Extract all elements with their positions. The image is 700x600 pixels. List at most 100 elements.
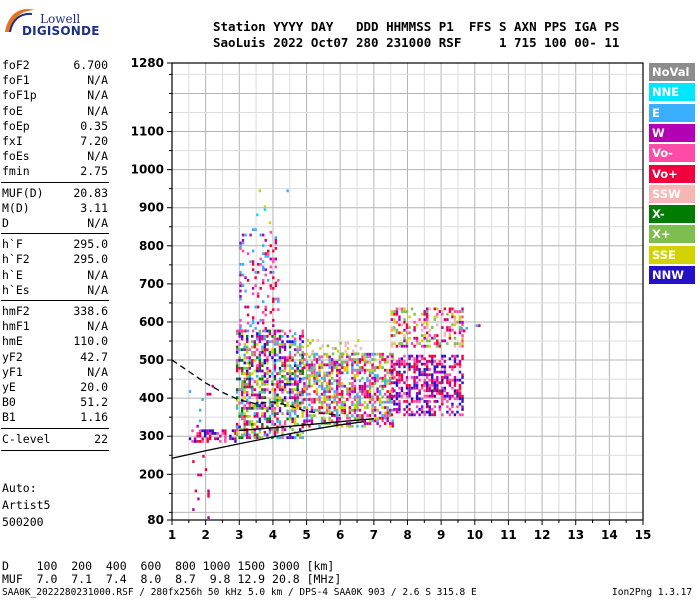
echo-point (348, 390, 352, 393)
echo-point (381, 384, 384, 388)
echo-point (238, 388, 241, 392)
echo-point (423, 318, 426, 321)
echo-point (346, 347, 350, 350)
echo-point (441, 339, 444, 343)
echo-point (276, 380, 279, 384)
echo-point (239, 281, 242, 285)
echo-point (239, 284, 242, 288)
echo-point (273, 422, 277, 426)
echo-point (293, 422, 297, 426)
echo-point (395, 362, 399, 366)
echo-point (276, 385, 279, 389)
echo-point (301, 393, 304, 397)
echo-point (235, 390, 239, 394)
echo-point (371, 406, 374, 409)
echo-point (433, 307, 436, 311)
echo-point (361, 376, 364, 380)
echo-point (381, 366, 384, 369)
echo-point (456, 320, 459, 324)
echo-point (301, 409, 304, 413)
echo-point (235, 428, 239, 432)
echo-point (358, 379, 362, 383)
echo-point (240, 406, 244, 410)
echo-point (341, 360, 344, 364)
echo-point (405, 384, 409, 387)
echo-point (273, 353, 277, 357)
echo-point (446, 410, 449, 414)
echo-point (341, 411, 344, 415)
echo-point (325, 382, 329, 385)
echo-point (240, 334, 244, 338)
echo-point (206, 437, 209, 441)
y-tick-label: 200 (139, 467, 164, 481)
echo-point (246, 369, 249, 373)
echo-point (428, 408, 431, 411)
echo-point (325, 398, 329, 401)
echo-point (343, 400, 346, 404)
echo-point (318, 355, 321, 359)
echo-point (283, 398, 287, 402)
echo-point (386, 408, 389, 412)
echo-point (299, 372, 302, 376)
echo-point (256, 382, 259, 386)
echo-point (243, 353, 246, 357)
echo-point (288, 329, 292, 333)
param-value: 20.0 (80, 380, 108, 394)
echo-point (398, 394, 401, 398)
legend-item: E (649, 103, 695, 122)
echo-point (310, 416, 314, 420)
echo-point (251, 329, 255, 333)
echo-point (330, 360, 334, 364)
echo-point (336, 374, 339, 377)
echo-point (330, 366, 334, 369)
echo-point (305, 392, 309, 396)
echo-point (243, 345, 246, 349)
echo-point (273, 334, 277, 338)
echo-point (368, 384, 372, 388)
echo-point (258, 417, 262, 421)
echo-point (428, 386, 431, 390)
echo-point (291, 356, 294, 360)
echo-point (238, 377, 241, 381)
echo-point (288, 414, 292, 418)
echo-point (251, 262, 255, 266)
echo-point (272, 308, 275, 312)
echo-point (398, 373, 401, 377)
echo-point (313, 363, 316, 367)
echo-point (415, 394, 419, 398)
echo-point (326, 344, 330, 348)
echo-point (413, 312, 416, 316)
echo-point (381, 400, 384, 404)
echo-point (368, 419, 372, 423)
echo-point (338, 406, 341, 409)
echo-point (310, 374, 314, 377)
echo-point (261, 252, 265, 256)
echo-point (243, 404, 246, 408)
echo-point (336, 414, 339, 417)
echo-point (458, 360, 462, 363)
echo-point (320, 387, 324, 391)
echo-point (269, 284, 272, 288)
echo-point (268, 353, 272, 357)
echo-point (259, 257, 262, 261)
echo-point (415, 357, 419, 361)
echo-point (211, 384, 214, 388)
echo-point (243, 414, 246, 418)
param-row: hmE 110.0 (2, 334, 108, 349)
echo-point (423, 310, 426, 313)
echo-point (296, 364, 299, 368)
echo-point (301, 388, 304, 392)
echo-point (256, 406, 259, 410)
echo-point (256, 356, 259, 360)
echo-point (253, 350, 256, 354)
echo-point (418, 368, 421, 371)
echo-point (373, 352, 377, 356)
echo-point (240, 409, 244, 413)
echo-point (381, 406, 384, 409)
echo-point (273, 396, 277, 400)
echo-point (330, 368, 334, 372)
echo-point (333, 422, 336, 425)
echo-point (271, 428, 274, 432)
echo-point (239, 297, 242, 301)
echo-point (371, 366, 374, 369)
